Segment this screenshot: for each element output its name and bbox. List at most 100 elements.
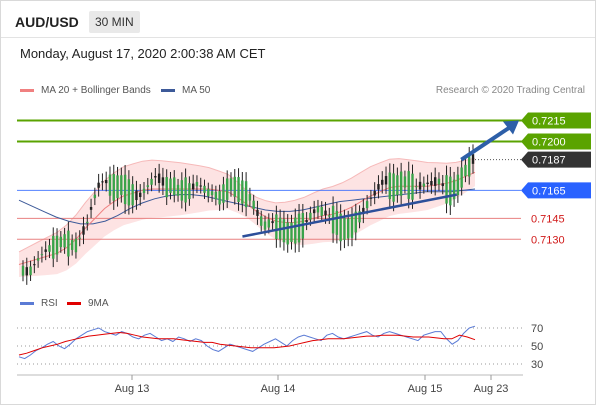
legend-rsi: RSI: [20, 298, 58, 309]
ma20-swatch: [20, 89, 34, 92]
candle-body: [176, 184, 180, 196]
x-tick-label: Aug 13: [115, 383, 150, 395]
candle-body: [86, 221, 89, 224]
candle-body: [252, 200, 255, 209]
candle-body: [55, 235, 59, 255]
candle-body: [244, 181, 248, 208]
candle-body: [89, 206, 93, 210]
candle-body: [449, 176, 452, 206]
candle-body: [207, 188, 210, 197]
candle-body: [324, 210, 327, 216]
candle-body: [422, 183, 426, 187]
candle-body: [210, 191, 214, 196]
candle-body: [142, 188, 146, 193]
level-lines-layer: [17, 119, 527, 240]
annotations-layer: [242, 120, 519, 238]
candle-body: [78, 237, 81, 239]
candle-body: [312, 209, 316, 214]
x-tick-label: Aug 15: [408, 383, 443, 395]
candle-body: [399, 171, 403, 196]
candle-body: [430, 181, 433, 186]
ma9-swatch: [67, 302, 81, 305]
candle-body: [377, 184, 380, 190]
candle-body: [256, 209, 259, 216]
candle-body: [199, 185, 202, 187]
candle-body: [241, 180, 244, 204]
candle-body: [203, 185, 206, 193]
legend-rsi-label: RSI: [41, 298, 58, 309]
candle-body: [286, 222, 289, 245]
candle-body: [150, 178, 153, 185]
price-label-0-7165: 0.7165: [532, 185, 566, 197]
candle-body: [354, 211, 357, 233]
candle-body: [146, 185, 149, 187]
candle-body: [415, 186, 418, 188]
legend-9ma: 9MA: [67, 298, 109, 309]
legend-ma20: MA 20 + Bollinger Bands: [20, 85, 151, 96]
candle-body: [157, 173, 161, 183]
price-label-0-7145: 0.7145: [531, 213, 565, 225]
candles-layer: [21, 144, 475, 285]
candle-body: [411, 173, 414, 200]
candle-body: [297, 213, 301, 243]
candle-body: [127, 179, 131, 206]
rsi-ma-line: [18, 331, 476, 356]
candle-body: [173, 177, 176, 196]
candle-body: [452, 179, 456, 200]
candle-body: [218, 191, 221, 205]
candle-body: [191, 183, 195, 190]
candle-body: [471, 154, 475, 164]
candle-body: [169, 178, 172, 193]
symbol-title: AUD/USD: [15, 14, 79, 30]
candle-body: [328, 215, 331, 217]
x-tick-label: Aug 23: [474, 383, 509, 395]
candle-body: [70, 240, 74, 250]
candle-body: [180, 180, 184, 201]
candle-body: [373, 190, 376, 196]
price-labels-layer: 0.7215 0.7200 0.7187 0.7165 0.7145 0.7130: [521, 112, 591, 246]
candle-body: [433, 177, 437, 186]
candle-body: [74, 238, 78, 253]
candle-body: [165, 177, 168, 198]
candle-body: [131, 184, 134, 206]
credit-text: Research © 2020 Trading Central: [435, 85, 585, 96]
price-tag-bg: [521, 112, 591, 129]
candle-body: [350, 215, 354, 238]
candle-body: [29, 266, 32, 276]
candle-body: [48, 245, 51, 252]
candle-body: [188, 183, 191, 199]
price-tag-bg: [521, 182, 591, 199]
candle-body: [309, 212, 312, 220]
candle-body: [335, 210, 339, 235]
forecast-arrow-shaft: [460, 124, 513, 162]
candle-body: [456, 174, 460, 196]
ma50-swatch: [161, 89, 175, 92]
candle-body: [40, 254, 44, 256]
candle-body: [82, 226, 85, 235]
candle-body: [139, 192, 142, 198]
candle-body: [63, 234, 66, 248]
candle-body: [44, 249, 47, 252]
candle-body: [275, 214, 278, 240]
timeframe-badge[interactable]: 30 MIN: [89, 11, 140, 33]
rsi-line: [18, 325, 476, 360]
candle-body: [97, 182, 100, 188]
legend-ma20-label: MA 20 + Bollinger Bands: [41, 85, 151, 96]
candle-body: [120, 175, 123, 195]
candle-body: [237, 177, 240, 202]
candle-body: [365, 201, 369, 209]
candle-body: [290, 222, 293, 242]
candle-body: [59, 236, 63, 248]
candle-body: [25, 267, 28, 276]
candle-body: [112, 174, 115, 201]
candle-body: [445, 175, 448, 204]
rsi-tick-30: 30: [531, 359, 543, 371]
candle-body: [426, 182, 429, 185]
candle-body: [135, 190, 138, 201]
candle-body: [233, 176, 236, 197]
rsi-swatch: [20, 302, 34, 305]
candle-body: [161, 177, 165, 186]
x-tick-label: Aug 14: [261, 383, 296, 395]
